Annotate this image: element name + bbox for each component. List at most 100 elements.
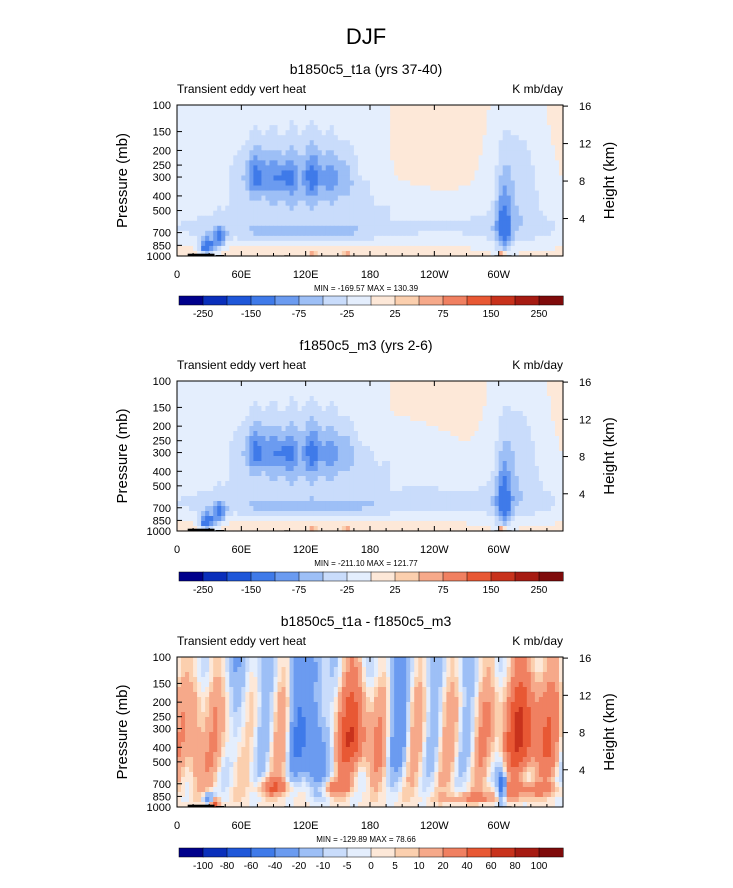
heatmap-cell — [418, 115, 423, 121]
heatmap-cell — [550, 105, 556, 111]
heatmap-cell — [345, 401, 351, 407]
heatmap-cell — [474, 426, 480, 432]
heatmap-cell — [265, 381, 271, 387]
heatmap-cell — [185, 145, 190, 151]
heatmap-cell — [313, 426, 319, 432]
heatmap-cell — [357, 476, 363, 482]
heatmap-cell — [406, 421, 411, 427]
heatmap-cell — [249, 130, 254, 136]
heatmap-cell — [518, 431, 524, 437]
heatmap-cell — [402, 416, 407, 422]
heatmap-cell — [209, 391, 214, 397]
heatmap-cell — [309, 190, 315, 197]
heatmap-cell — [374, 155, 379, 161]
heatmap-cell — [402, 436, 407, 442]
heatmap-cell — [189, 421, 194, 427]
heatmap-cell — [265, 411, 271, 417]
y2-tick-label: 12 — [579, 139, 591, 151]
heatmap-cell — [325, 481, 331, 487]
heatmap-cell — [478, 391, 484, 397]
heatmap-cell — [538, 135, 544, 141]
heatmap-cell — [305, 245, 311, 252]
heatmap-cell — [450, 165, 456, 172]
heatmap-cell — [430, 200, 435, 207]
heatmap-cell — [281, 471, 287, 477]
heatmap-cell — [438, 471, 443, 477]
heatmap-cell — [365, 175, 371, 182]
heatmap-cell — [406, 381, 411, 387]
heatmap-cell — [470, 441, 476, 447]
heatmap-cell — [249, 431, 254, 437]
heatmap-cell — [313, 381, 319, 387]
heatmap-cell — [213, 125, 218, 131]
heatmap-cell — [229, 466, 234, 472]
heatmap-cell — [305, 406, 311, 412]
heatmap-cell — [454, 391, 460, 397]
heatmap-cell — [265, 441, 271, 447]
heatmap-cell — [498, 406, 504, 412]
heatmap-cell — [406, 200, 411, 207]
heatmap-cell — [558, 245, 564, 252]
heatmap-cell — [321, 125, 327, 131]
heatmap-cell — [301, 165, 307, 172]
heatmap-cell — [546, 235, 552, 242]
heatmap-cell — [217, 441, 222, 447]
heatmap-cell — [221, 426, 226, 432]
heatmap-cell — [221, 471, 226, 477]
heatmap-cell — [357, 416, 363, 422]
heatmap-cell — [361, 195, 367, 202]
heatmap-cell — [269, 401, 275, 407]
heatmap-cell — [502, 401, 508, 407]
heatmap-cell — [386, 190, 391, 197]
heatmap-cell — [454, 225, 460, 232]
heatmap-cell — [289, 401, 295, 407]
heatmap-cell — [450, 200, 456, 207]
heatmap-cell — [498, 235, 504, 242]
heatmap-cell — [454, 210, 460, 217]
heatmap-cell — [325, 456, 331, 462]
heatmap-cell — [454, 140, 460, 146]
heatmap-cell — [546, 185, 552, 192]
heatmap-cell — [558, 190, 564, 197]
heatmap-cell — [213, 235, 218, 242]
heatmap-cell — [221, 436, 226, 442]
heatmap-cell — [474, 406, 480, 412]
heatmap-cell — [370, 245, 375, 252]
heatmap-cell — [261, 230, 267, 237]
heatmap-cell — [502, 205, 508, 212]
heatmap-cell — [418, 110, 423, 116]
heatmap-cell — [177, 190, 182, 197]
heatmap-cell — [201, 145, 206, 151]
heatmap-cell — [345, 210, 351, 217]
heatmap-cell — [490, 220, 496, 227]
heatmap-cell — [538, 240, 544, 247]
heatmap-cell — [498, 481, 504, 487]
heatmap-cell — [550, 476, 556, 482]
heatmap-cell — [494, 210, 500, 217]
y2-axis-label: Height (km) — [601, 142, 618, 220]
heatmap-cell — [434, 210, 439, 217]
heatmap-cell — [269, 441, 275, 447]
heatmap-cell — [522, 391, 528, 397]
heatmap-cell — [470, 150, 476, 156]
heatmap-cell — [542, 426, 548, 432]
heatmap-cell — [277, 446, 283, 452]
heatmap-cell — [530, 446, 536, 452]
heatmap-cell — [237, 416, 242, 422]
heatmap-cell — [193, 391, 198, 397]
heatmap-cell — [177, 476, 182, 482]
heatmap-cell — [434, 396, 439, 402]
heatmap-cell — [261, 185, 267, 192]
heatmap-cell — [213, 396, 218, 402]
heatmap-cell — [345, 386, 351, 392]
heatmap-cell — [329, 190, 335, 197]
heatmap-cell — [329, 235, 335, 242]
heatmap-cell — [185, 110, 190, 116]
heatmap-cell — [454, 466, 460, 472]
heatmap-cell — [241, 421, 246, 427]
heatmap-cell — [486, 145, 492, 151]
heatmap-cell — [458, 406, 464, 412]
heatmap-cell — [253, 115, 259, 121]
heatmap-cell — [542, 205, 548, 212]
heatmap-cell — [337, 130, 343, 136]
